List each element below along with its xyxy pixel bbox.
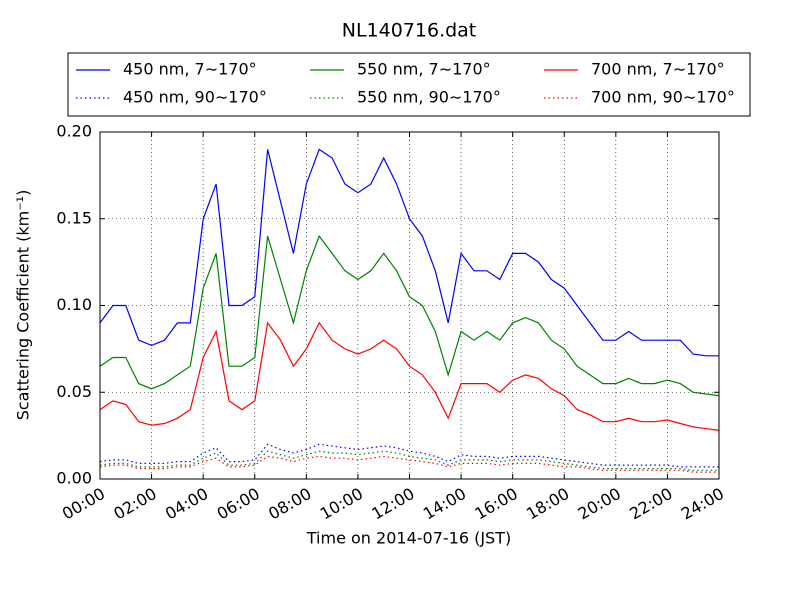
y-tick-label: 0.15 <box>56 208 92 227</box>
legend-label: 700 nm, 90∼170° <box>591 88 735 107</box>
x-axis-label: Time on 2014-07-16 (JST) <box>306 529 511 548</box>
legend-label: 700 nm, 7∼170° <box>591 60 725 79</box>
y-tick-label: 0.00 <box>56 469 92 488</box>
y-tick-label: 0.05 <box>56 382 92 401</box>
legend <box>67 52 751 117</box>
y-axis-label: Scattering Coefficient (km⁻¹) <box>14 190 33 421</box>
series-line <box>99 234 720 397</box>
y-tick-label: 0.20 <box>56 122 92 141</box>
legend-label: 450 nm, 90∼170° <box>123 88 267 107</box>
series-line <box>99 321 720 431</box>
plot-area <box>99 131 720 480</box>
chart-title: NL140716.dat <box>342 20 477 42</box>
series-line <box>99 455 719 473</box>
series-line <box>99 148 719 357</box>
legend-label: 550 nm, 7∼170° <box>357 60 491 79</box>
y-tick-label: 0.10 <box>56 295 92 314</box>
legend-label: 550 nm, 90∼170° <box>357 88 501 107</box>
legend-label: 450 nm, 7∼170° <box>123 60 257 79</box>
